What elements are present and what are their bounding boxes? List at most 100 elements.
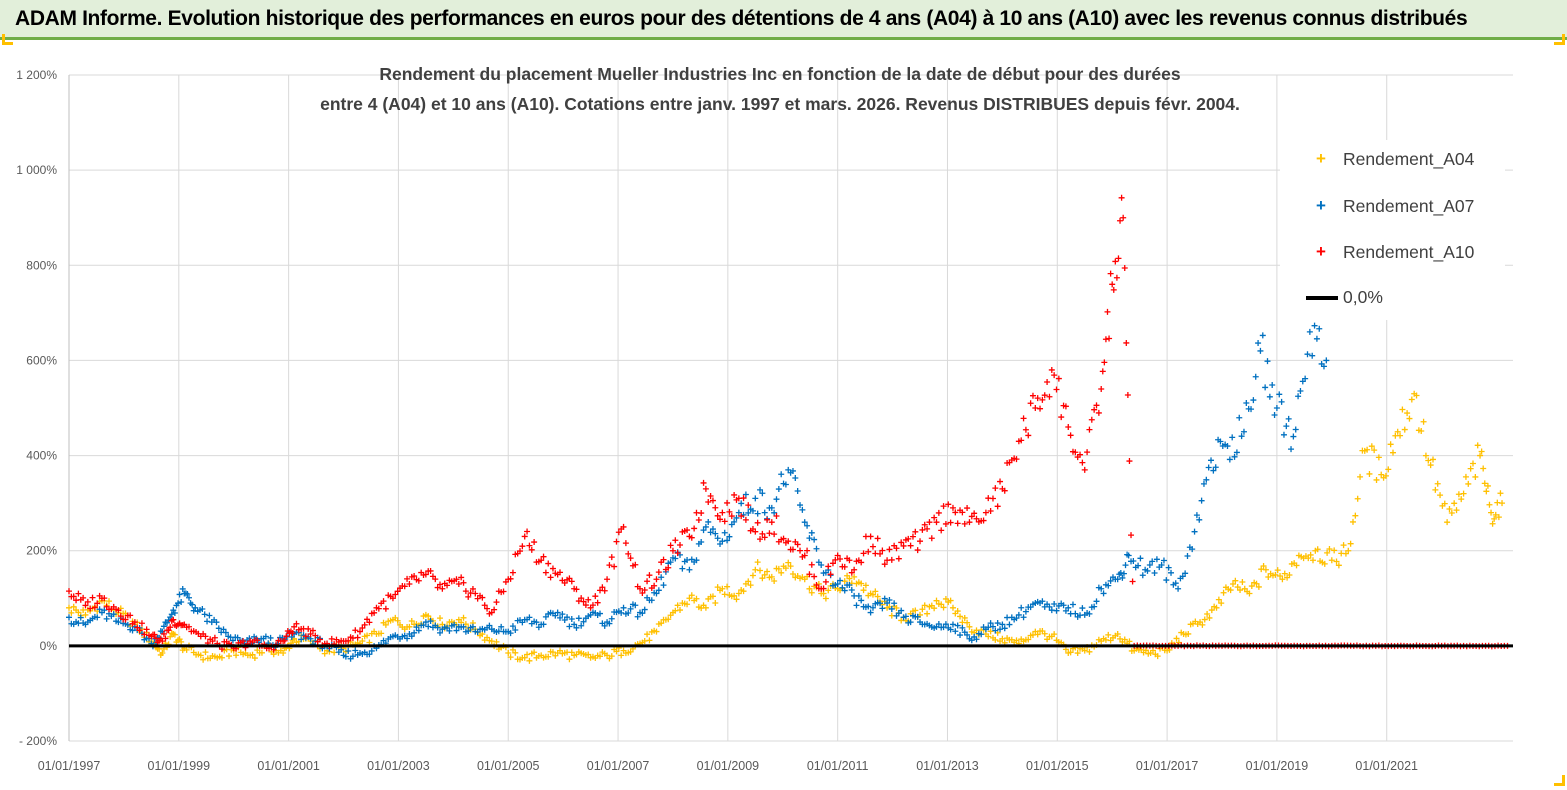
scatter-mark-Rendement_A10	[691, 525, 698, 532]
scatter-mark-Rendement_A07	[1149, 558, 1156, 565]
data-point-Rendement_A10	[900, 542, 907, 549]
scatter-mark-Rendement_A04	[665, 616, 672, 623]
scatter-mark-Rendement_A10	[566, 575, 573, 582]
scatter-mark-Rendement_A07	[693, 557, 700, 564]
scatter-mark-Rendement_A04	[1437, 492, 1444, 499]
scatter-mark-Rendement_A04	[1470, 460, 1476, 467]
scatter-mark-Rendement_A04	[394, 617, 401, 624]
scatter-mark-Rendement_A10	[1118, 194, 1125, 201]
data-point-Rendement_A07	[620, 604, 627, 611]
scatter-mark-Rendement_A04	[874, 593, 881, 600]
scatter-mark-Rendement_A04	[157, 651, 164, 658]
scatter-mark-Rendement_A10	[143, 626, 150, 633]
scatter-mark-Rendement_A07	[564, 614, 571, 621]
scatter-mark-Rendement_A07	[1184, 552, 1191, 559]
data-point-Rendement_A07	[1191, 528, 1198, 535]
data-point-Rendement_A10	[1065, 424, 1072, 431]
scatter-mark-Rendement_A04	[1333, 558, 1340, 565]
scatter-mark-Rendement_A07	[1168, 569, 1175, 576]
scatter-mark-Rendement_A04	[1483, 488, 1490, 495]
scatter-mark-Rendement_A04	[1324, 549, 1331, 556]
scatter-mark-Rendement_A04	[869, 591, 876, 598]
scatter-mark-Rendement_A04	[1309, 557, 1316, 564]
scatter-mark-Rendement_A10	[1001, 487, 1008, 494]
scatter-mark-Rendement_A07	[1210, 467, 1217, 474]
scatter-mark-Rendement_A10	[1018, 437, 1025, 444]
scatter-mark-Rendement_A07	[469, 623, 476, 630]
scatter-mark-Rendement_A07	[1060, 602, 1067, 609]
scatter-mark-Rendement_A07	[110, 611, 117, 618]
scatter-mark-Rendement_A04	[178, 638, 185, 645]
scatter-mark-Rendement_A04	[1375, 454, 1382, 461]
scatter-mark-Rendement_A04	[1495, 514, 1502, 521]
scatter-mark-Rendement_A10	[211, 634, 218, 641]
scatter-mark-Rendement_A10	[1093, 402, 1100, 409]
scatter-mark-Rendement_A07	[749, 507, 756, 514]
scatter-mark-Rendement_A04	[1462, 473, 1469, 480]
scatter-mark-Rendement_A10	[964, 505, 971, 512]
y-tick-label: 0%	[40, 639, 58, 653]
scatter-mark-Rendement_A07	[1013, 615, 1020, 622]
data-point-Rendement_A07	[571, 621, 578, 628]
scatter-mark-Rendement_A07	[568, 615, 575, 622]
scatter-mark-Rendement_A04	[709, 593, 716, 600]
scatter-mark-Rendement_A07	[298, 636, 305, 643]
scatter-mark-Rendement_A04	[912, 607, 919, 614]
scatter-mark-Rendement_A07	[509, 623, 516, 630]
scatter-mark-Rendement_A07	[992, 627, 999, 634]
scatter-mark-Rendement_A07	[566, 623, 573, 630]
scatter-mark-Rendement_A07	[1217, 438, 1224, 445]
scatter-mark-Rendement_A07	[797, 502, 804, 509]
scatter-mark-Rendement_A07	[942, 621, 949, 628]
series-Rendement_A04	[66, 390, 1506, 664]
scatter-mark-Rendement_A04	[693, 595, 700, 602]
scatter-mark-Rendement_A04	[764, 568, 771, 575]
scatter-mark-Rendement_A07	[773, 496, 780, 503]
scatter-mark-Rendement_A10	[771, 531, 778, 538]
scatter-mark-Rendement_A10	[714, 512, 721, 519]
scatter-mark-Rendement_A10	[1117, 217, 1124, 224]
scatter-mark-Rendement_A07	[1226, 456, 1233, 463]
data-point-Rendement_A07	[867, 609, 874, 616]
scatter-mark-Rendement_A10	[1124, 391, 1131, 398]
scatter-mark-Rendement_A10	[444, 582, 451, 589]
scatter-mark-Rendement_A04	[364, 632, 371, 639]
scatter-mark-Rendement_A04	[740, 588, 747, 595]
scatter-mark-Rendement_A10	[594, 599, 601, 606]
scatter-mark-Rendement_A10	[954, 520, 961, 527]
scatter-mark-Rendement_A04	[1095, 636, 1102, 643]
scatter-mark-Rendement_A10	[921, 521, 928, 528]
scatter-mark-Rendement_A10	[540, 553, 547, 560]
scatter-mark-Rendement_A10	[432, 576, 439, 583]
scatter-mark-Rendement_A10	[1099, 368, 1106, 375]
scatter-mark-Rendement_A04	[75, 609, 82, 616]
scatter-mark-Rendement_A04	[1067, 649, 1074, 656]
scatter-mark-Rendement_A04	[931, 605, 938, 612]
scatter-mark-Rendement_A10	[519, 543, 526, 550]
scatter-mark-Rendement_A10	[129, 620, 136, 627]
scatter-mark-Rendement_A10	[606, 562, 613, 569]
scatter-mark-Rendement_A04	[601, 650, 608, 657]
scatter-mark-Rendement_A07	[954, 622, 961, 629]
scatter-mark-Rendement_A10	[1126, 458, 1133, 465]
scatter-mark-Rendement_A10	[1101, 359, 1108, 366]
scatter-mark-Rendement_A07	[898, 607, 905, 614]
x-tick-label: 01/01/2009	[697, 759, 760, 773]
data-point-Rendement_A10	[406, 581, 413, 588]
scatter-mark-Rendement_A07	[978, 631, 985, 638]
scatter-mark-Rendement_A10	[186, 623, 193, 630]
scatter-mark-Rendement_A07	[947, 626, 954, 633]
scatter-mark-Rendement_A10	[931, 514, 938, 521]
scatter-mark-Rendement_A10	[481, 602, 488, 609]
data-point-Rendement_A04	[752, 566, 759, 573]
scatter-mark-Rendement_A07	[707, 529, 714, 536]
scatter-mark-Rendement_A07	[1086, 610, 1093, 617]
scatter-mark-Rendement_A10	[1091, 406, 1098, 413]
data-point-Rendement_A04	[785, 559, 792, 566]
scatter-mark-Rendement_A04	[249, 651, 256, 658]
scatter-mark-Rendement_A10	[453, 576, 460, 583]
scatter-mark-Rendement_A07	[157, 628, 164, 635]
data-point-Rendement_A07	[702, 523, 709, 530]
scatter-mark-Rendement_A10	[1020, 415, 1027, 422]
scatter-mark-Rendement_A10	[599, 584, 606, 591]
